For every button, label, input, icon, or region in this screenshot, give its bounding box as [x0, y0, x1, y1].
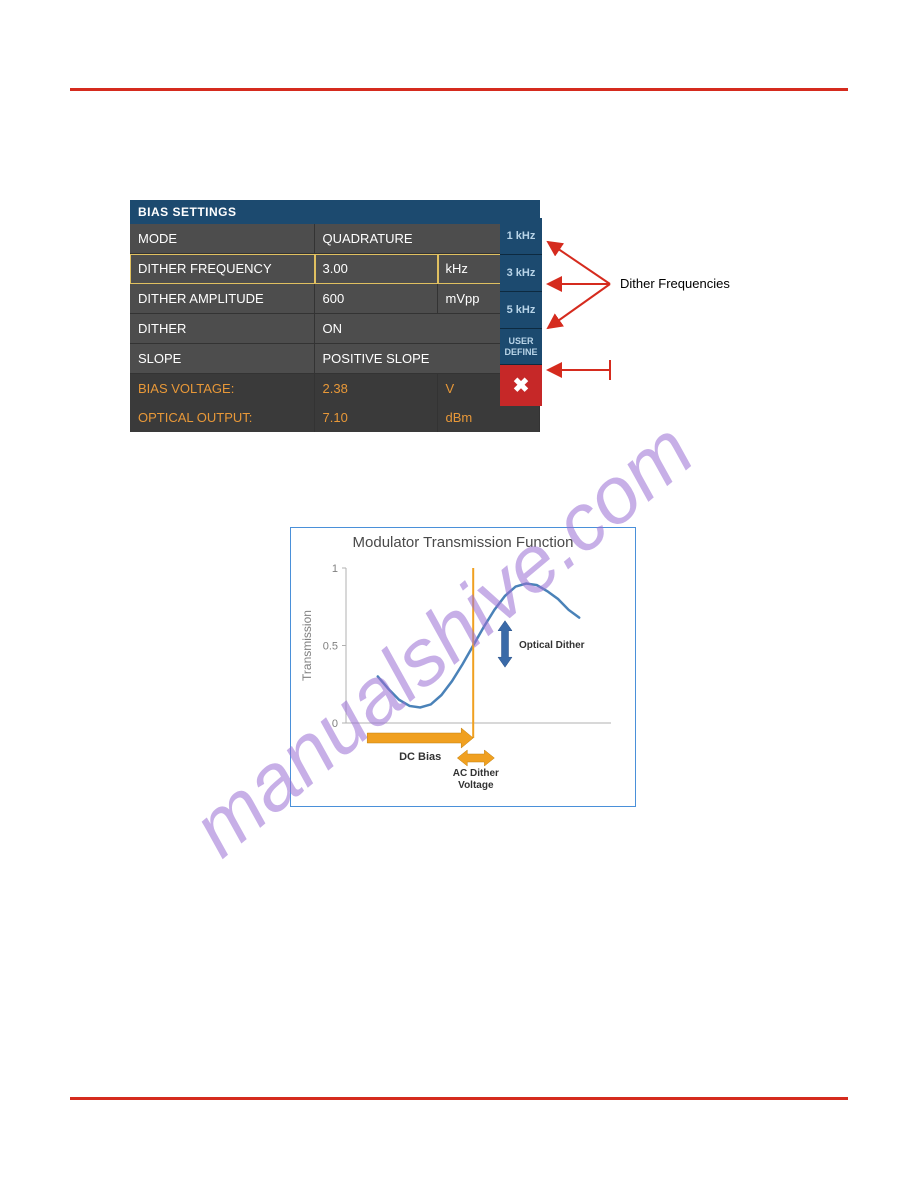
readout-label: BIAS VOLTAGE: [130, 374, 315, 403]
readout-row: OPTICAL OUTPUT: 7.10 dBm [130, 403, 540, 432]
bias-settings-panel: BIAS SETTINGS MODE QUADRATURE DITHER FRE… [130, 200, 540, 432]
row-label: MODE [130, 224, 315, 254]
freq-button-5khz[interactable]: 5 kHz [500, 292, 542, 329]
close-icon: ✖ [513, 375, 530, 397]
freq-button-1khz[interactable]: 1 kHz [500, 218, 542, 255]
readout-value: 2.38 [315, 374, 438, 403]
row-label: DITHER FREQUENCY [130, 254, 315, 284]
readout-unit: dBm [438, 403, 541, 432]
freq-button-user-define[interactable]: USER DEFINE [500, 329, 542, 365]
bottom-red-rule [70, 1097, 848, 1100]
chart-svg: 0 0.5 1 Transmission DC Bias AC DitherVoltage… [291, 553, 635, 803]
svg-text:Voltage: Voltage [458, 780, 494, 791]
row-label: DITHER AMPLITUDE [130, 284, 315, 314]
user-define-line2: DEFINE [502, 347, 540, 358]
table-row[interactable]: SLOPE POSITIVE SLOPE [130, 344, 540, 374]
svg-text:0.5: 0.5 [323, 641, 338, 653]
svg-text:Optical Dither: Optical Dither [519, 640, 585, 651]
row-label: DITHER [130, 314, 315, 344]
table-row[interactable]: DITHER ON [130, 314, 540, 344]
table-row[interactable]: MODE QUADRATURE [130, 224, 540, 254]
top-red-rule [70, 88, 848, 91]
svg-text:0: 0 [332, 718, 338, 730]
table-row[interactable]: DITHER AMPLITUDE 600 mVpp [130, 284, 540, 314]
side-button-column: 1 kHz 3 kHz 5 kHz USER DEFINE ✖ [500, 218, 542, 406]
row-label: SLOPE [130, 344, 315, 374]
svg-text:Transmission: Transmission [300, 610, 314, 681]
user-define-line1: USER [502, 336, 540, 347]
panel-header: BIAS SETTINGS [130, 200, 540, 224]
chart-title: Modulator Transmission Function [291, 528, 635, 553]
transmission-chart: Modulator Transmission Function 0 0.5 1 Tra… [290, 527, 636, 807]
svg-text:DC Bias: DC Bias [399, 751, 441, 763]
table-row[interactable]: DITHER FREQUENCY 3.00 kHz [130, 254, 540, 284]
readout-row: BIAS VOLTAGE: 2.38 V [130, 374, 540, 403]
row-value: 600 [315, 284, 438, 314]
svg-text:1: 1 [332, 563, 338, 575]
close-button[interactable]: ✖ [500, 365, 542, 406]
annotation-label: Dither Frequencies. [620, 276, 730, 291]
row-value: 3.00 [315, 254, 438, 284]
svg-text:AC Dither: AC Dither [453, 768, 499, 779]
readout-label: OPTICAL OUTPUT: [130, 403, 315, 432]
settings-table: MODE QUADRATURE DITHER FREQUENCY 3.00 kH… [130, 224, 540, 432]
freq-button-3khz[interactable]: 3 kHz [500, 255, 542, 292]
readout-value: 7.10 [315, 403, 438, 432]
